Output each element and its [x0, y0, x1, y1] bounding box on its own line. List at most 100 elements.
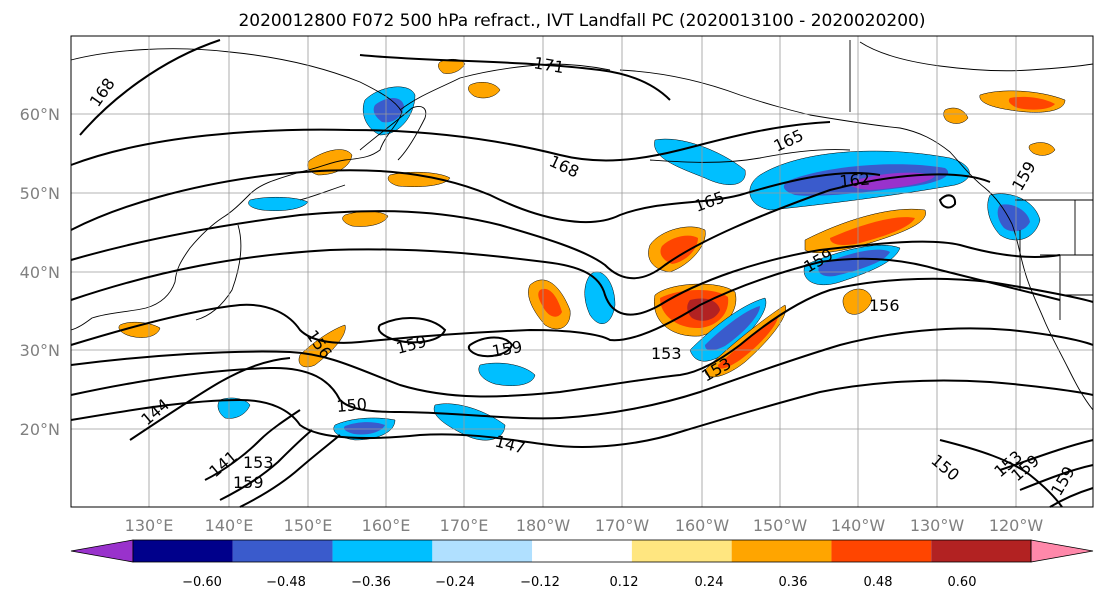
colorbar-tick-label: 0.24: [695, 575, 724, 590]
lat-label: 50°N: [20, 184, 60, 203]
patch-darkred-central: [687, 298, 720, 321]
colorbar-tick-labels: −0.60 −0.48 −0.36 −0.24 −0.12 0.12 0.24 …: [182, 575, 976, 590]
map-frame: [70, 35, 1094, 508]
map-title: 2020012800 F072 500 hPa refract., IVT La…: [238, 11, 925, 31]
lon-label: 130°W: [910, 516, 965, 535]
contour-144: [129, 357, 291, 441]
colorbar-tick-label: −0.12: [520, 575, 560, 590]
lon-label: 160°E: [362, 516, 411, 535]
contour-159-a: [70, 240, 1061, 316]
colorbar: −0.60 −0.48 −0.36 −0.24 −0.12 0.12 0.24 …: [70, 539, 1094, 590]
contour-168-main: [70, 121, 831, 166]
lon-label: 160°W: [675, 516, 730, 535]
patch-red-gulf: [830, 217, 915, 246]
contour-168-west: [79, 39, 221, 136]
colorbar-tick-label: 0.48: [864, 575, 893, 590]
contour-label: 162: [839, 169, 871, 191]
contour-label: 150: [336, 394, 368, 416]
colorbar-segment: [731, 540, 832, 562]
colorbar-tick-label: −0.36: [351, 575, 391, 590]
refractivity-contours: [70, 39, 1094, 508]
colorbar-segment: [332, 540, 433, 562]
contour-east-d: [1049, 487, 1094, 508]
latitude-labels: 60°N 50°N 40°N 30°N 20°N: [20, 105, 60, 439]
patch-orange-ryukyu: [298, 324, 346, 368]
lon-label: 180°W: [516, 516, 571, 535]
colorbar-tick-label: −0.48: [266, 575, 306, 590]
lat-label: 60°N: [20, 105, 60, 124]
patch-purple-alaska: [849, 172, 935, 190]
patch-orange-yukon: [943, 107, 969, 124]
patch-navy-bc: [997, 204, 1030, 232]
patch-navy-siberia: [373, 97, 404, 123]
contour-loop-c: [938, 194, 957, 209]
patch-red-hawaii: [718, 316, 778, 369]
colorbar-extend-low: [70, 539, 134, 563]
colorbar-tick-label: −0.60: [182, 575, 222, 590]
coast-canada-north: [859, 41, 1094, 72]
contour-label: 156: [869, 296, 900, 315]
lon-label: 140°W: [831, 516, 886, 535]
colorbar-outline: [132, 539, 1032, 563]
contour-label: 153: [651, 344, 682, 363]
colorbar-segment: [432, 540, 533, 562]
contour-lower-b: [239, 434, 341, 508]
contour-171: [359, 54, 671, 101]
coast-japan: [195, 224, 242, 321]
lon-label: 150°E: [284, 516, 333, 535]
lon-label: 130°E: [125, 516, 174, 535]
lat-label: 20°N: [20, 420, 60, 439]
lon-label: 170°W: [595, 516, 650, 535]
contour-147: [70, 379, 1094, 448]
lon-label: 150°W: [753, 516, 808, 535]
map-panel: 168 171 168 165 165 162 159 159 159 159 …: [70, 35, 1094, 508]
patch-orange-kamchatka: [387, 171, 451, 187]
patch-red-dateline: [538, 288, 562, 317]
patch-orange-bc-south: [1028, 142, 1056, 156]
longitude-labels: 130°E 140°E 150°E 160°E 170°E 180°W 170°…: [125, 516, 1044, 535]
colorbar-segment: [631, 540, 732, 562]
patch-orange-arctic: [438, 59, 466, 74]
contour-141: [204, 409, 301, 481]
contour-east-b: [999, 439, 1094, 471]
contour-east-c: [1019, 464, 1094, 491]
patch-blue-japan: [248, 197, 309, 211]
lat-label: 40°N: [20, 263, 60, 282]
contour-lower-a: [219, 429, 313, 501]
contour-label: 153: [243, 453, 274, 472]
colorbar-segment: [931, 540, 1031, 562]
contour-153: [70, 277, 1094, 398]
contour-156: [70, 257, 1061, 346]
contour-165: [70, 169, 881, 231]
lon-label: 170°E: [440, 516, 489, 535]
coast-kamchatka: [359, 106, 427, 161]
colorbar-segments: [70, 539, 1094, 563]
colorbar-segment: [133, 540, 233, 562]
contour-loop-a: [377, 317, 447, 344]
colorbar-tick-label: 0.12: [610, 575, 639, 590]
colorbar-tick-label: −0.24: [435, 575, 475, 590]
colorbar-extend-high: [1030, 539, 1094, 563]
lat-label: 30°N: [20, 341, 60, 360]
contour-label: 159: [233, 473, 264, 492]
patch-orange-gulf-small: [842, 288, 873, 315]
colorbar-segment: [532, 540, 632, 562]
colorbar-tick-label: 0.36: [779, 575, 808, 590]
coast-aleutians: [649, 149, 851, 163]
patch-blue-mid: [584, 271, 616, 324]
contour-162: [70, 173, 991, 280]
colorbar-segment: [232, 540, 333, 562]
coast-east-siberia: [399, 63, 611, 111]
patch-navy-subtropic-a: [344, 422, 385, 435]
patch-navy-gulf: [818, 249, 890, 277]
patch-blue-subtropic-d: [217, 397, 251, 419]
lon-label: 140°E: [205, 516, 254, 535]
lon-label: 120°W: [989, 516, 1044, 535]
patch-orange-chukotka: [468, 82, 501, 99]
contour-east-a: [939, 439, 1063, 508]
colorbar-segment: [831, 540, 932, 562]
contour-150: [70, 327, 1094, 420]
patch-blue-subtropic-c: [478, 362, 536, 386]
patch-red-west: [660, 235, 698, 264]
